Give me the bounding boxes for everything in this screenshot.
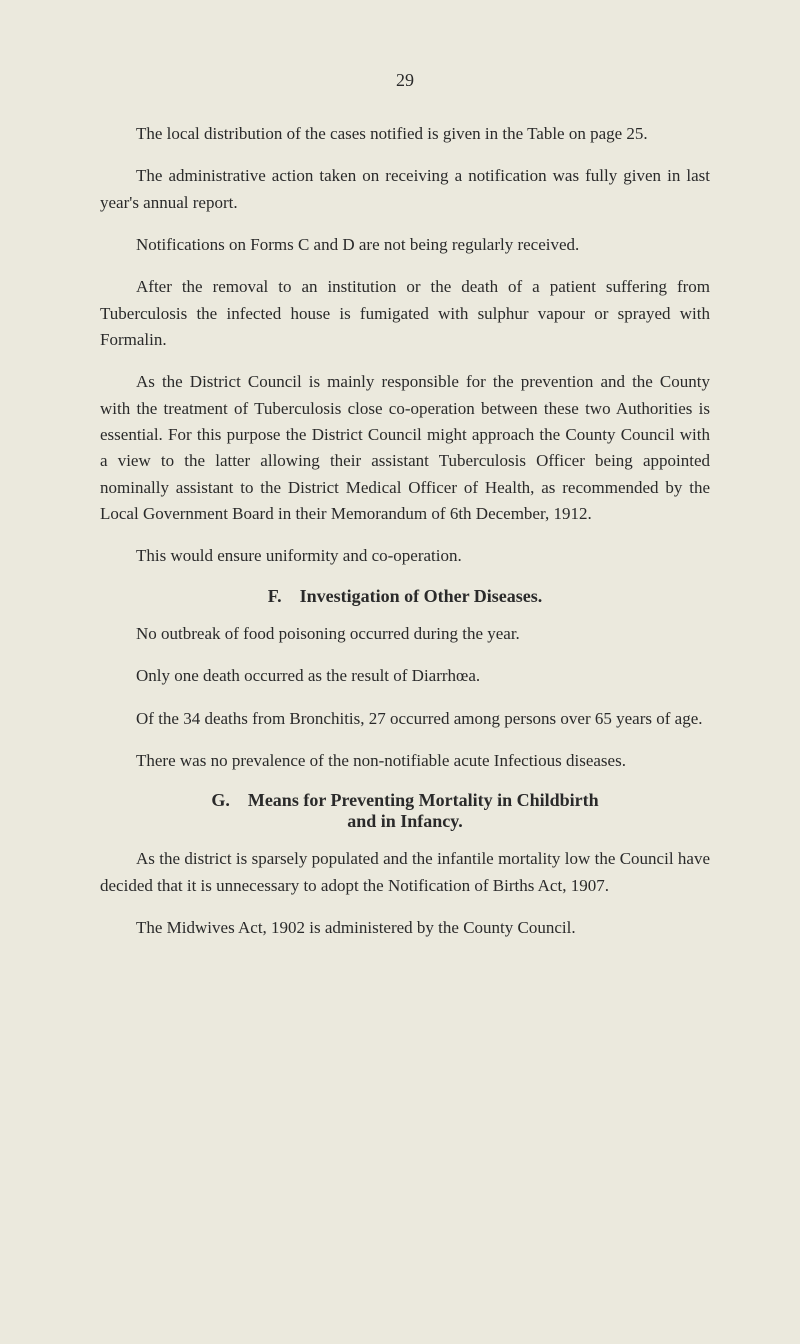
section-heading-f: F. Investigation of Other Diseases.: [100, 586, 710, 607]
paragraph: Notifications on Forms C and D are not b…: [100, 232, 710, 258]
heading-line-1: G. Means for Preventing Mortality in Chi…: [100, 790, 710, 811]
section-heading-g: G. Means for Preventing Mortality in Chi…: [100, 790, 710, 832]
paragraph: The Midwives Act, 1902 is administered b…: [100, 915, 710, 941]
paragraph: Only one death occurred as the result of…: [100, 663, 710, 689]
paragraph: After the removal to an institution or t…: [100, 274, 710, 353]
paragraph: Of the 34 deaths from Bronchitis, 27 occ…: [100, 706, 710, 732]
paragraph: This would ensure uniformity and co-oper…: [100, 543, 710, 569]
paragraph: As the District Council is mainly respon…: [100, 369, 710, 527]
paragraph: The local distribution of the cases noti…: [100, 121, 710, 147]
page-number: 29: [100, 70, 710, 91]
paragraph: No outbreak of food poisoning occurred d…: [100, 621, 710, 647]
paragraph: There was no prevalence of the non-notif…: [100, 748, 710, 774]
heading-line-2: and in Infancy.: [100, 811, 710, 832]
paragraph: As the district is sparsely populated an…: [100, 846, 710, 899]
paragraph: The administrative action taken on recei…: [100, 163, 710, 216]
